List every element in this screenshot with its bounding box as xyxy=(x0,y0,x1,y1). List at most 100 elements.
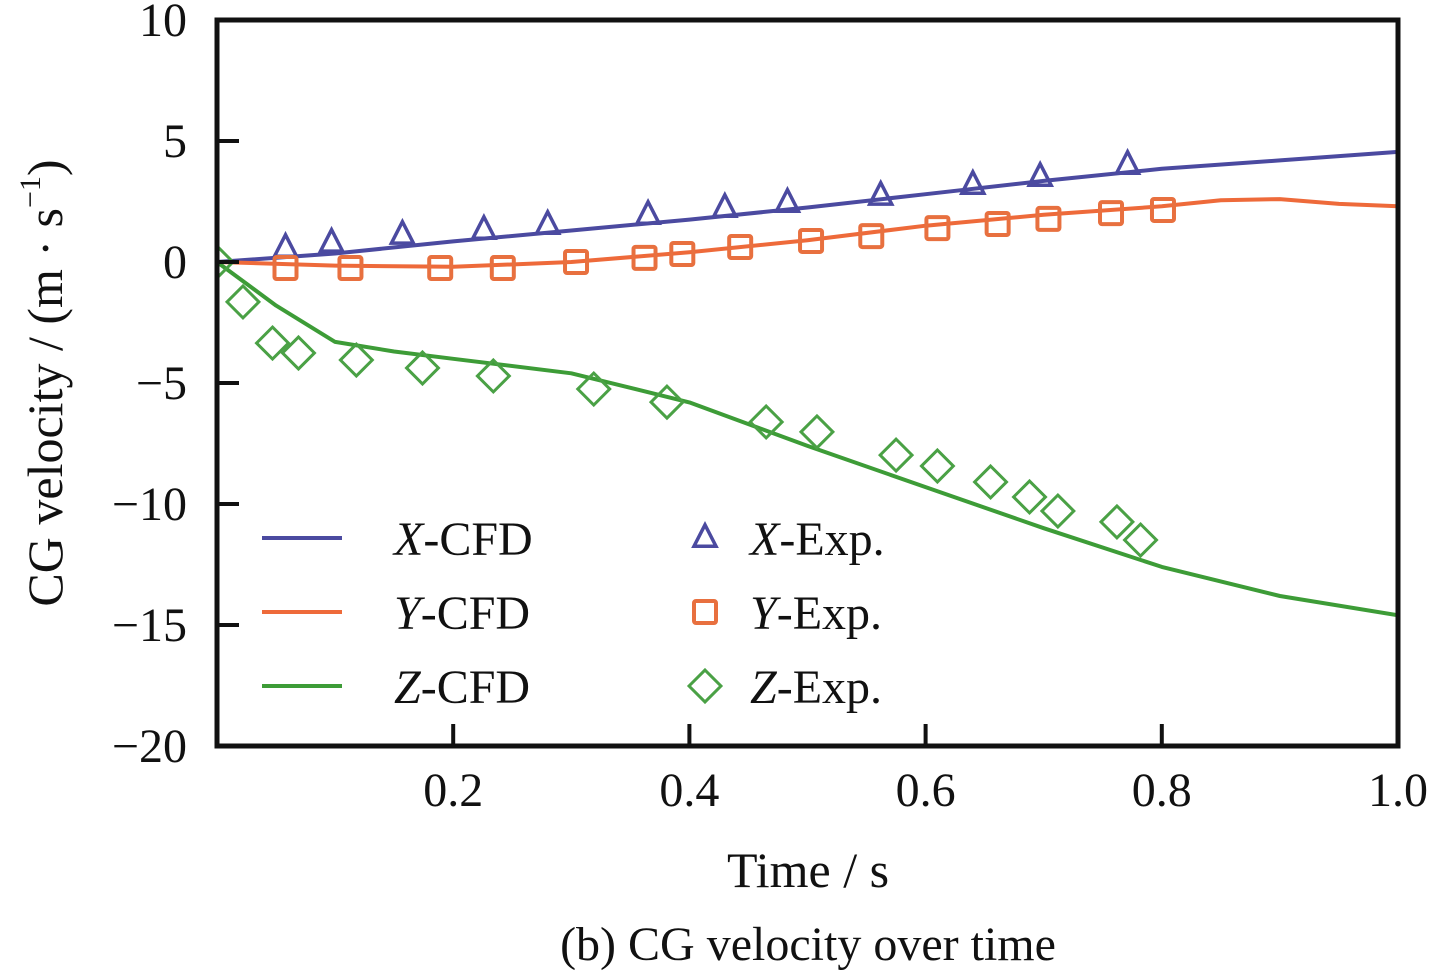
y-tick-label: −10 xyxy=(112,478,187,531)
figure-caption: (b) CG velocity over time xyxy=(560,918,1056,971)
legend-label-rest: -Exp. xyxy=(777,587,882,640)
data-point-diamond xyxy=(1039,492,1076,530)
data-point-triangle xyxy=(470,213,498,241)
data-point-square xyxy=(337,255,364,282)
data-point-diamond xyxy=(338,341,375,379)
series-markers-x-exp xyxy=(271,147,1142,258)
y-axis-title-close: ) xyxy=(17,159,73,176)
legend-label: X-Exp. xyxy=(748,513,885,566)
axes: 10 5 0 −5 −10 −15 −20 0.2 0.4 0.6 0.8 1.0 xyxy=(112,0,1428,817)
data-point-triangle xyxy=(773,185,802,213)
data-point-triangle xyxy=(1026,160,1055,188)
data-point-square xyxy=(1035,205,1062,232)
legend-item-x-exp: X-Exp. xyxy=(691,513,885,566)
x-tick-label: 1.0 xyxy=(1368,764,1428,817)
y-axis-title: CG velocity / (m · s−1) xyxy=(14,159,73,606)
data-point-square xyxy=(272,255,299,282)
x-tick-label: 0.8 xyxy=(1132,764,1192,817)
data-point-triangle xyxy=(271,230,300,258)
data-point-square xyxy=(1098,200,1125,227)
series-markers-y-exp xyxy=(272,196,1176,282)
y-tick-label: 0 xyxy=(163,236,187,289)
data-point-triangle xyxy=(388,217,417,245)
y-tick-label: −5 xyxy=(136,357,187,410)
data-point-diamond xyxy=(254,324,291,362)
legend-label: Y-CFD xyxy=(394,587,530,640)
data-point-diamond xyxy=(475,357,512,395)
legend-label-axis: Z xyxy=(394,661,422,714)
legend-item-z-cfd: Z-CFD xyxy=(262,661,530,714)
plot-area xyxy=(217,147,1398,618)
series-markers-z-exp xyxy=(217,243,1159,559)
legend-label-axis: X xyxy=(748,513,781,566)
svg-text:CG velocity / (m · s−1): CG velocity / (m · s−1) xyxy=(14,159,73,606)
legend-item-y-cfd: Y-CFD xyxy=(262,587,530,640)
data-point-diamond xyxy=(575,370,612,408)
legend-label-rest: -Exp. xyxy=(779,513,884,566)
data-point-square xyxy=(798,227,825,254)
data-point-square xyxy=(858,223,885,250)
data-point-diamond xyxy=(217,243,236,281)
data-point-square xyxy=(669,241,696,268)
data-point-diamond xyxy=(280,334,317,372)
y-tick-label: −15 xyxy=(112,599,187,652)
legend-label-axis: Y xyxy=(394,587,425,640)
data-point-diamond xyxy=(1011,478,1048,516)
data-point-square xyxy=(427,255,454,282)
x-tick-label: 0.4 xyxy=(659,764,719,817)
data-point-square xyxy=(1149,196,1176,223)
data-point-triangle xyxy=(866,178,895,206)
legend-label-rest: -Exp. xyxy=(777,661,882,714)
legend-swatch-triangle-icon xyxy=(691,520,719,548)
plot-series xyxy=(217,147,1398,618)
x-tick-label: 0.2 xyxy=(423,764,483,817)
x-axis-title: Time / s xyxy=(727,842,889,898)
y-axis-title-sup: −1 xyxy=(14,176,47,208)
y-tick-label: 5 xyxy=(163,115,187,168)
data-point-diamond xyxy=(224,283,262,321)
legend-item-y-exp: Y-Exp. xyxy=(692,587,882,640)
legend-label: Y-Exp. xyxy=(750,587,882,640)
series-line-x-cfd xyxy=(217,149,1398,264)
legend-label-rest: -CFD xyxy=(421,661,530,714)
data-point-square xyxy=(563,249,590,275)
y-axis-title-main: CG velocity / (m · s xyxy=(17,208,73,607)
legend-label-rest: -CFD xyxy=(423,513,532,566)
legend-swatch-diamond-icon xyxy=(686,667,724,705)
data-point-diamond xyxy=(404,349,441,387)
data-point-diamond xyxy=(748,403,785,441)
data-point-triangle xyxy=(958,168,987,196)
data-point-diamond xyxy=(919,447,956,485)
data-point-diamond xyxy=(878,437,915,474)
data-point-square xyxy=(489,255,516,282)
legend-label-axis: X xyxy=(392,513,425,566)
data-point-diamond xyxy=(972,463,1009,501)
legend-label: Z-Exp. xyxy=(750,661,882,714)
data-point-square xyxy=(727,233,754,260)
legend-label: Z-CFD xyxy=(394,661,530,714)
series-line-z-cfd xyxy=(217,260,1398,618)
legend-label-axis: Z xyxy=(750,661,778,714)
legend-label-axis: Y xyxy=(750,587,781,640)
data-point-triangle xyxy=(1113,147,1142,175)
legend-item-z-exp: Z-Exp. xyxy=(686,661,882,714)
y-tick-label: 10 xyxy=(139,0,187,47)
data-point-square xyxy=(984,211,1011,238)
data-point-diamond xyxy=(798,413,836,450)
data-point-triangle xyxy=(533,207,562,235)
data-point-diamond xyxy=(648,384,686,421)
data-point-square xyxy=(924,215,951,242)
data-point-triangle xyxy=(317,225,346,253)
data-point-diamond xyxy=(1122,521,1159,559)
x-tick-label: 0.6 xyxy=(896,764,956,817)
data-point-square xyxy=(631,244,658,271)
data-point-diamond xyxy=(1098,503,1135,540)
legend-item-x-cfd: X-CFD xyxy=(262,513,533,566)
data-point-triangle xyxy=(710,190,739,219)
y-tick-label: −20 xyxy=(112,720,187,773)
legend-label: X-CFD xyxy=(392,513,533,566)
legend-label-rest: -CFD xyxy=(421,587,530,640)
data-point-triangle xyxy=(634,198,662,226)
